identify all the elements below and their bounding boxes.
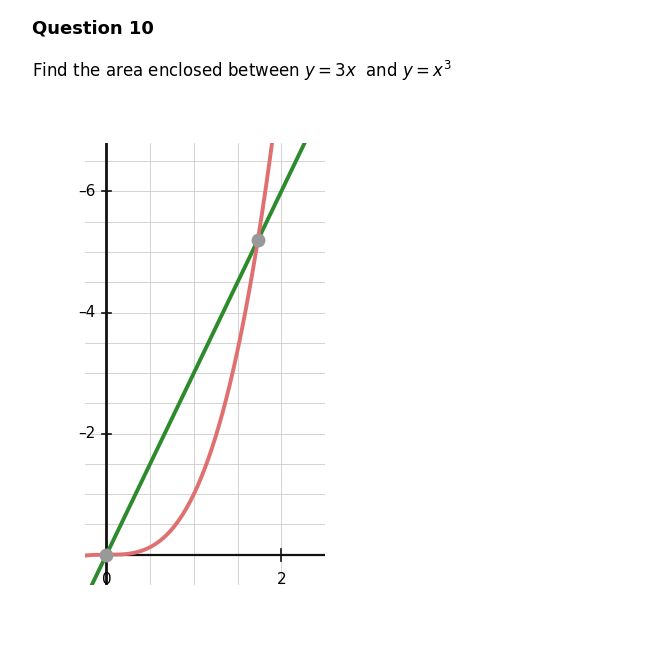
Text: 2: 2: [276, 572, 286, 587]
Text: Question 10: Question 10: [32, 20, 155, 38]
Text: –4: –4: [79, 305, 96, 320]
Text: 0: 0: [101, 572, 111, 587]
Text: –6: –6: [79, 184, 96, 199]
Text: Find the area enclosed between $y = 3x$  and $y = x^3$: Find the area enclosed between $y = 3x$ …: [32, 58, 452, 83]
Text: –2: –2: [79, 426, 96, 441]
